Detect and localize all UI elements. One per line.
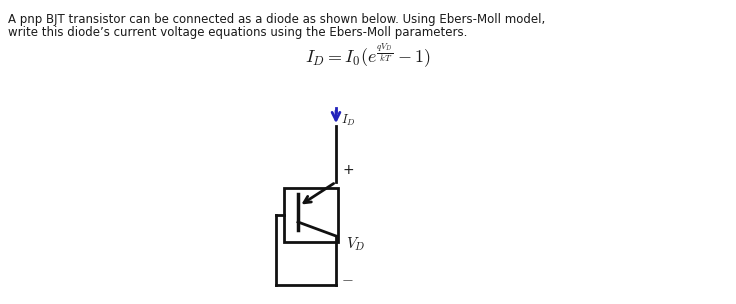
- Text: $-$: $-$: [341, 271, 353, 285]
- Text: $V_D$: $V_D$: [346, 235, 366, 253]
- Text: $I_D$: $I_D$: [341, 112, 355, 128]
- Bar: [284, 188, 338, 242]
- Text: A pnp BJT transistor can be connected as a diode as shown below. Using Ebers-Mol: A pnp BJT transistor can be connected as…: [8, 13, 545, 26]
- Text: $I_D = I_0(e^{\frac{qV_D}{kT}} - 1)$: $I_D = I_0(e^{\frac{qV_D}{kT}} - 1)$: [305, 42, 431, 70]
- Text: write this diode’s current voltage equations using the Ebers-Moll parameters.: write this diode’s current voltage equat…: [8, 26, 467, 39]
- Text: +: +: [342, 163, 353, 177]
